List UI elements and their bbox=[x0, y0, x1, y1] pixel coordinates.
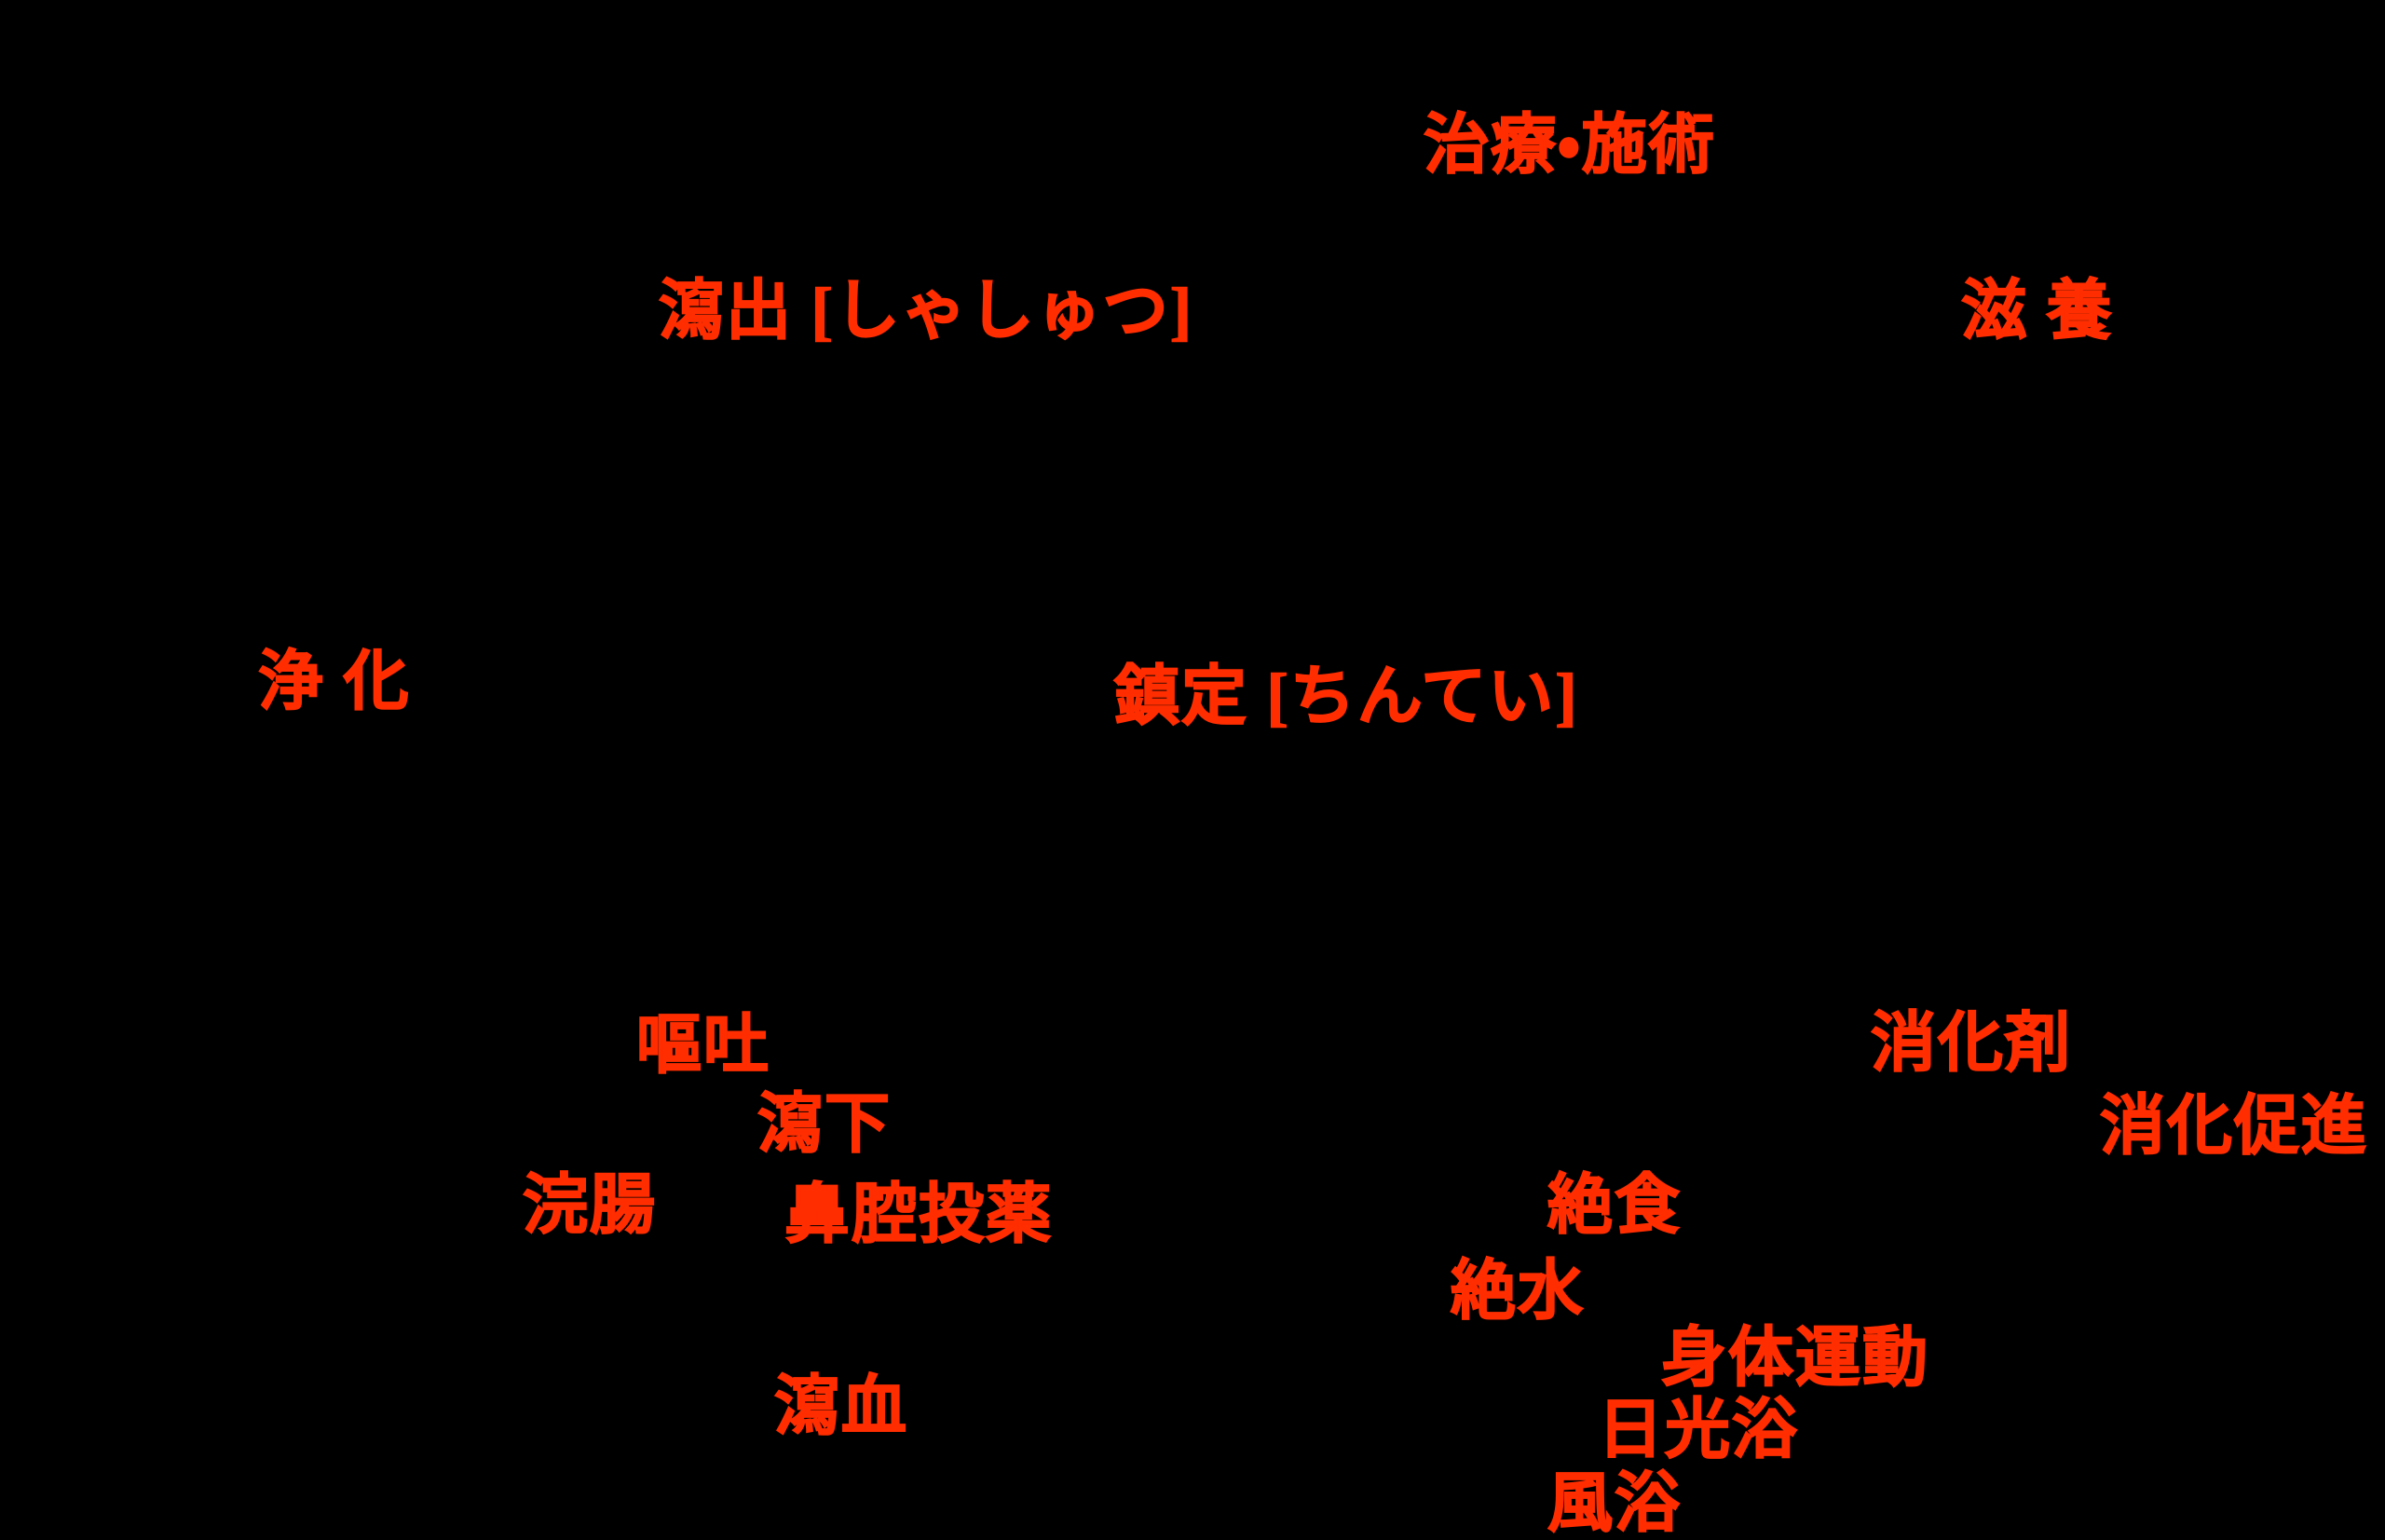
node-fasting: 絶食 bbox=[1547, 1170, 1682, 1242]
node-sunbathing: 日光浴 bbox=[1597, 1395, 1799, 1466]
node-air-bathing: 風浴 bbox=[1547, 1468, 1682, 1540]
node-vomiting: 嘔吐 bbox=[635, 1010, 770, 1082]
node-digestive-agent: 消化剤 bbox=[1870, 1008, 2072, 1080]
node-treatment: 治療・施術 bbox=[1423, 110, 1716, 182]
node-expulsion: 瀉出 [しゃしゅつ] bbox=[658, 276, 1194, 348]
node-bloodletting: 瀉血 bbox=[773, 1371, 908, 1443]
node-digestion-promotion: 消化促進 bbox=[2099, 1091, 2368, 1163]
node-sedation: 鎮定 [ちんてい] bbox=[1113, 661, 1579, 733]
node-nasal-medication: 鼻腔投薬 bbox=[784, 1179, 1053, 1251]
node-nourishment: 滋 養 bbox=[1960, 276, 2114, 348]
node-physical-exercise: 身体運動 bbox=[1660, 1323, 1929, 1395]
node-enema: 浣腸 bbox=[522, 1170, 657, 1242]
node-water-abstinence: 絶水 bbox=[1450, 1256, 1585, 1328]
node-purgation: 瀉下 bbox=[756, 1089, 892, 1161]
node-purification: 浄 化 bbox=[257, 647, 411, 718]
